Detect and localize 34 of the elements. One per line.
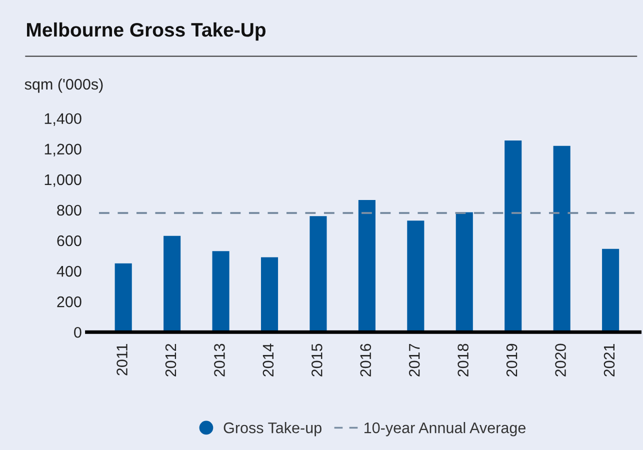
- bar: [504, 140, 522, 332]
- chart-title: Melbourne Gross Take-Up: [27, 22, 266, 41]
- legend-label: Gross Take-up: [224, 422, 322, 436]
- y-tick-label: 1,200: [44, 144, 82, 156]
- x-tick-label: 2021: [604, 344, 615, 376]
- x-tick-label: 2019: [506, 344, 518, 376]
- x-tick-label: 2013: [214, 344, 225, 376]
- y-tick-label: 800: [57, 204, 82, 216]
- bar: [164, 236, 181, 332]
- x-tick-label: 2011: [116, 344, 128, 376]
- x-tick-label: 2014: [262, 344, 274, 376]
- bar: [260, 257, 278, 332]
- bar: [212, 251, 230, 332]
- y-tick-label: 0: [74, 326, 82, 338]
- y-tick-label: 400: [56, 266, 82, 277]
- x-tick-label: 2020: [555, 344, 566, 376]
- x-tick-label: 2017: [408, 344, 420, 376]
- y-tick-label: 200: [57, 296, 82, 308]
- x-tick-label: 2016: [360, 344, 372, 376]
- y-tick-label: 1,400: [44, 113, 82, 126]
- bar: [553, 146, 570, 332]
- bar: [456, 212, 473, 332]
- bar: [602, 248, 620, 332]
- x-tick-label: 2018: [458, 344, 468, 376]
- x-tick-label: 2012: [165, 344, 176, 376]
- legend-label: 10-year Annual Average: [364, 422, 526, 436]
- bar: [358, 200, 376, 332]
- bar: [407, 220, 424, 332]
- bar: [114, 263, 132, 332]
- bar: [310, 216, 327, 332]
- y-axis-title: sqm ('000s): [24, 78, 103, 93]
- x-tick-label: 2015: [312, 344, 322, 376]
- y-tick-label: 600: [57, 235, 82, 246]
- y-tick-label: 1,000: [44, 174, 82, 187]
